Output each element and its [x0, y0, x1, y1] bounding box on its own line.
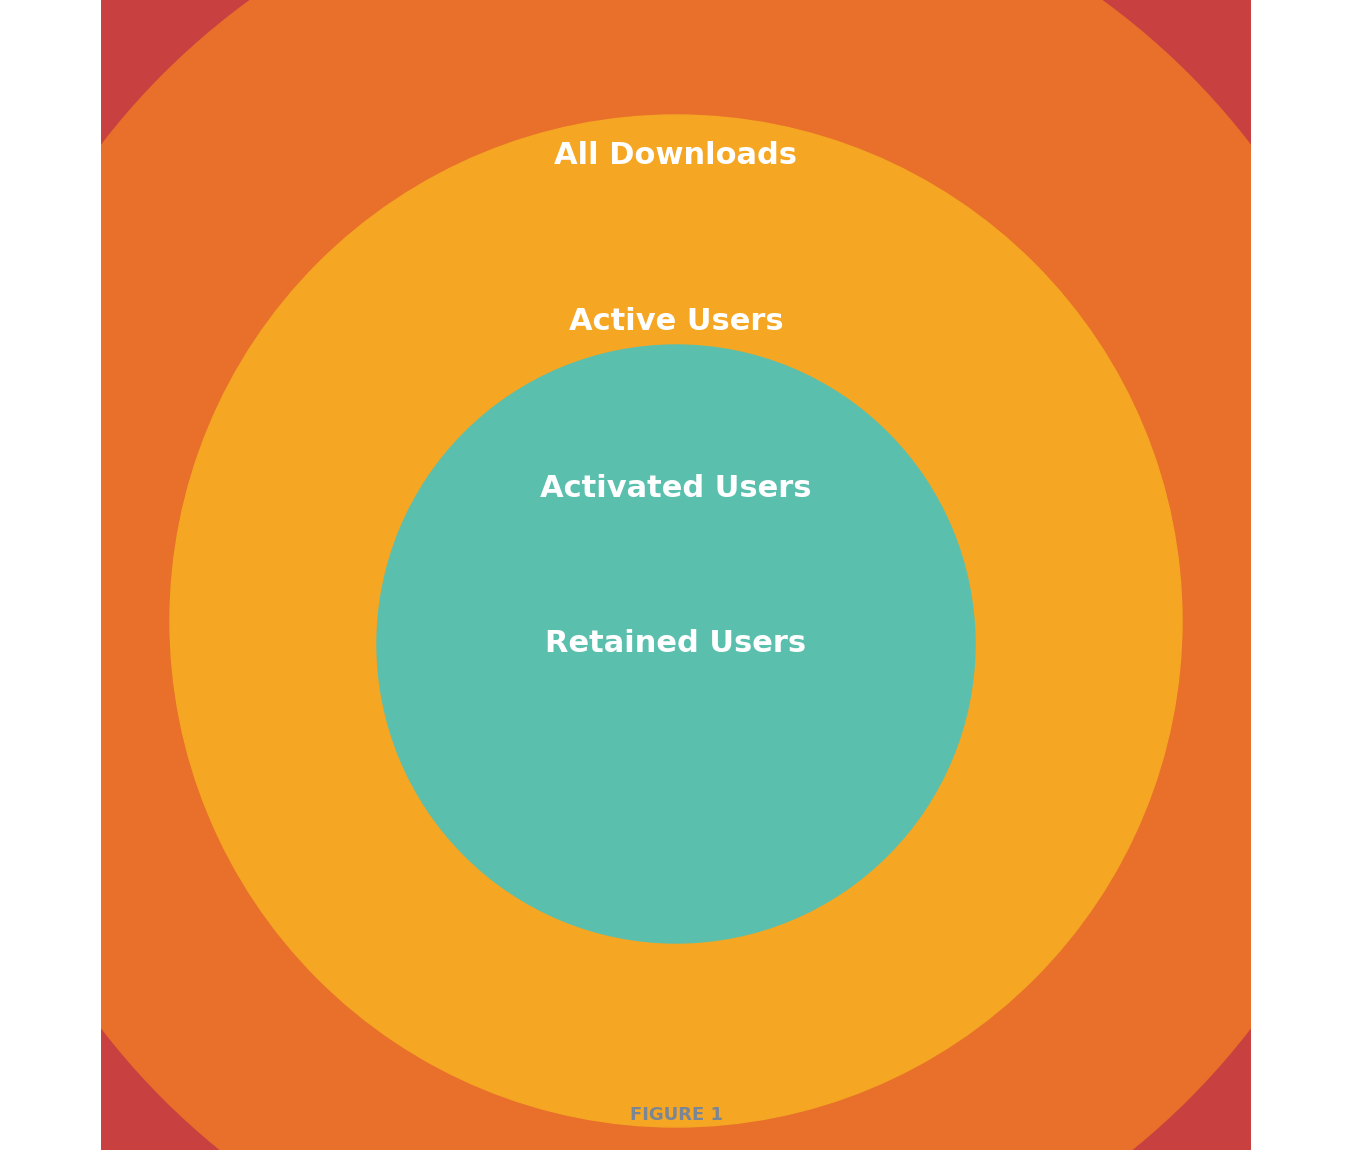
- Text: All Downloads: All Downloads: [554, 140, 798, 170]
- Circle shape: [170, 115, 1182, 1127]
- Circle shape: [377, 345, 975, 943]
- Text: Active Users: Active Users: [569, 307, 783, 337]
- Text: Activated Users: Activated Users: [541, 474, 811, 504]
- Text: FIGURE 1: FIGURE 1: [630, 1106, 722, 1125]
- Text: Retained Users: Retained Users: [545, 629, 807, 659]
